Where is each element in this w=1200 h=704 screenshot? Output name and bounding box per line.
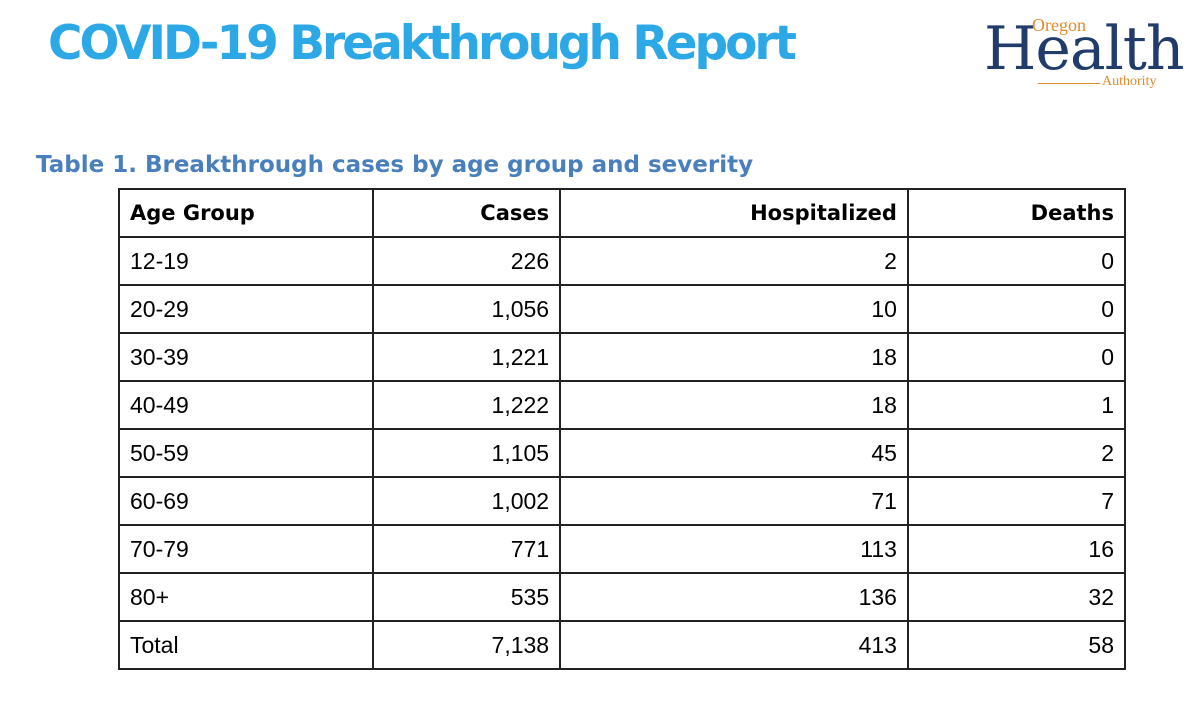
table-row: 50-59 1,105 45 2 [118, 428, 1127, 478]
cell-age-group: 50-59 [118, 428, 374, 478]
cell-age-group: 60-69 [118, 476, 374, 526]
header-age-group: Age Group [118, 188, 374, 238]
cell-hospitalized: 413 [559, 620, 909, 670]
table-total-row: Total 7,138 413 58 [118, 620, 1127, 670]
cell-hospitalized: 18 [559, 332, 909, 382]
oregon-health-authority-logo: Health Oregon Authority [978, 12, 1185, 92]
logo-health-word: Health [984, 14, 1185, 84]
cell-age-group: 30-39 [118, 332, 374, 382]
table-row: 70-79 771 113 16 [118, 524, 1127, 574]
cell-hospitalized: 18 [559, 380, 909, 430]
cell-hospitalized: 45 [559, 428, 909, 478]
cell-deaths: 7 [906, 476, 1127, 526]
table-row: 20-29 1,056 10 0 [118, 284, 1127, 334]
report-title: COVID-19 Breakthrough Report [48, 16, 797, 71]
cell-cases: 226 [371, 236, 562, 286]
table-row: 30-39 1,221 18 0 [118, 332, 1127, 382]
cell-cases: 1,221 [371, 332, 562, 382]
cell-cases: 535 [371, 572, 562, 622]
cell-hospitalized: 113 [559, 524, 909, 574]
cell-age-group: 70-79 [118, 524, 374, 574]
cell-cases: 1,222 [371, 380, 562, 430]
cell-cases: 771 [371, 524, 562, 574]
cell-hospitalized: 136 [559, 572, 909, 622]
cell-deaths: 58 [906, 620, 1127, 670]
cell-age-group: 80+ [118, 572, 374, 622]
cell-age-group: 20-29 [118, 284, 374, 334]
cell-hospitalized: 10 [559, 284, 909, 334]
cell-cases: 1,002 [371, 476, 562, 526]
header-hospitalized: Hospitalized [559, 188, 909, 238]
breakthrough-cases-table: Age Group Cases Hospitalized Deaths 12-1… [118, 188, 1127, 670]
cell-deaths: 1 [906, 380, 1127, 430]
cell-deaths: 0 [906, 284, 1127, 334]
table-row: 60-69 1,002 71 7 [118, 476, 1127, 526]
cell-deaths: 16 [906, 524, 1127, 574]
table-row: 40-49 1,222 18 1 [118, 380, 1127, 430]
table-caption: Table 1. Breakthrough cases by age group… [36, 152, 754, 178]
logo-rule [1038, 83, 1100, 84]
logo-authority-word: Authority [1102, 74, 1157, 89]
cell-deaths: 0 [906, 332, 1127, 382]
logo-oregon-word: Oregon [1032, 15, 1086, 35]
cell-cases: 1,056 [371, 284, 562, 334]
cell-deaths: 0 [906, 236, 1127, 286]
cell-hospitalized: 2 [559, 236, 909, 286]
cell-age-group: Total [118, 620, 374, 670]
table-header-row: Age Group Cases Hospitalized Deaths [118, 188, 1127, 238]
header-cases: Cases [371, 188, 562, 238]
table-row: 12-19 226 2 0 [118, 236, 1127, 286]
cell-age-group: 12-19 [118, 236, 374, 286]
cell-cases: 7,138 [371, 620, 562, 670]
cell-hospitalized: 71 [559, 476, 909, 526]
cell-deaths: 32 [906, 572, 1127, 622]
cell-age-group: 40-49 [118, 380, 374, 430]
header-deaths: Deaths [906, 188, 1127, 238]
table-row: 80+ 535 136 32 [118, 572, 1127, 622]
cell-deaths: 2 [906, 428, 1127, 478]
cell-cases: 1,105 [371, 428, 562, 478]
